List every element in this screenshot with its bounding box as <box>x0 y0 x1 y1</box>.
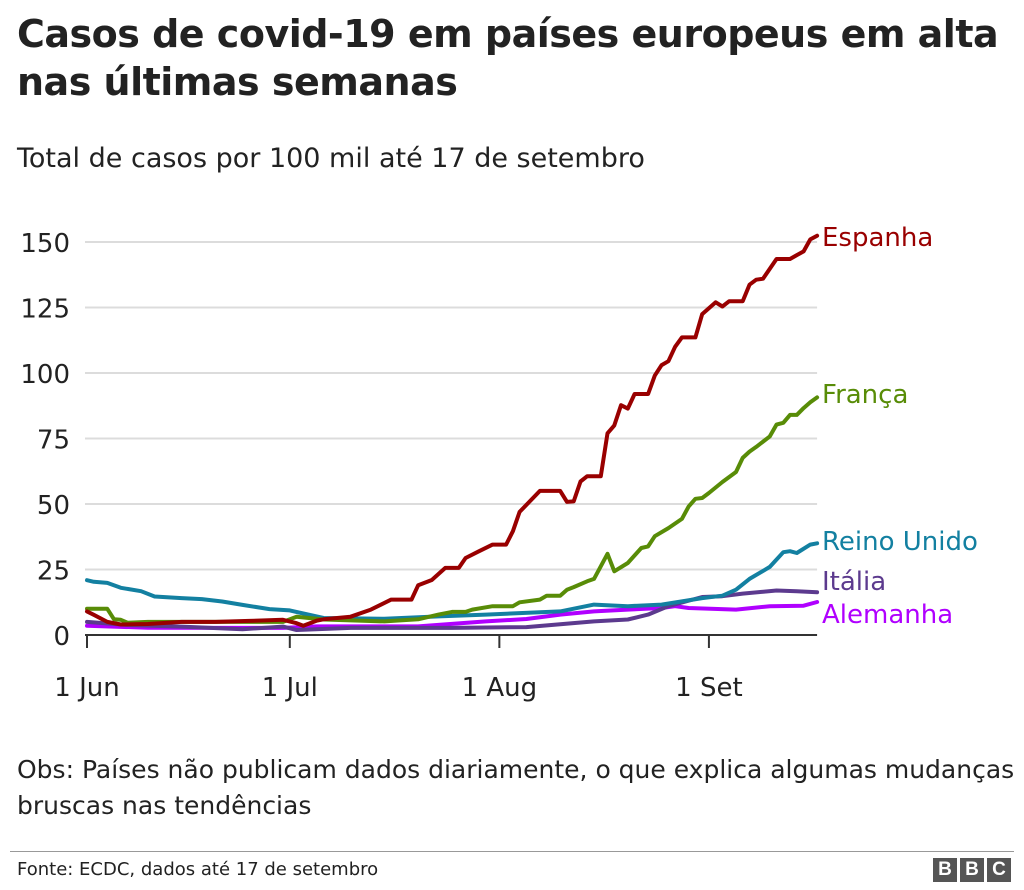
bbc-logo: B B C <box>933 858 1011 882</box>
bbc-logo-letter: B <box>960 858 984 882</box>
series-label: Reino Unido <box>822 527 978 557</box>
footer-divider <box>10 851 1014 852</box>
bbc-logo-letter: B <box>933 858 957 882</box>
line-chart: 0 25 50 75 100 125 150 1 Jun 1 Jul 1 Aug 1 Set Espa… <box>20 223 978 703</box>
y-tick-label: 125 <box>20 295 70 325</box>
series-label: Alemanha <box>822 600 953 630</box>
chart-subtitle: Total de casos por 100 mil até 17 de set… <box>17 143 645 174</box>
x-tick-label: 1 Jun <box>54 673 119 703</box>
series-line-frança <box>85 395 820 625</box>
chart-note: Obs: Países não publicam dados diariamen… <box>17 755 1015 820</box>
chart-title: Casos de covid-19 em países europeus em … <box>17 12 999 104</box>
x-tick-label: 1 Set <box>675 673 743 703</box>
y-tick-label: 150 <box>20 229 70 259</box>
series-line-itália <box>85 588 820 632</box>
y-tick-label: 100 <box>20 360 70 390</box>
series-label: Itália <box>822 567 886 597</box>
bbc-logo-letter: C <box>987 858 1011 882</box>
y-tick-label: 0 <box>53 622 70 652</box>
x-tick-label: 1 Aug <box>462 673 538 703</box>
series-line-espanha <box>85 233 820 628</box>
x-tick-label: 1 Jul <box>262 673 318 703</box>
y-tick-label: 25 <box>37 557 70 587</box>
y-tick-label: 50 <box>37 491 70 521</box>
source-text: Fonte: ECDC, dados até 17 de setembro <box>17 859 379 880</box>
y-tick-label: 75 <box>37 426 70 456</box>
series-label: França <box>822 380 908 410</box>
series-label: Espanha <box>822 223 933 253</box>
